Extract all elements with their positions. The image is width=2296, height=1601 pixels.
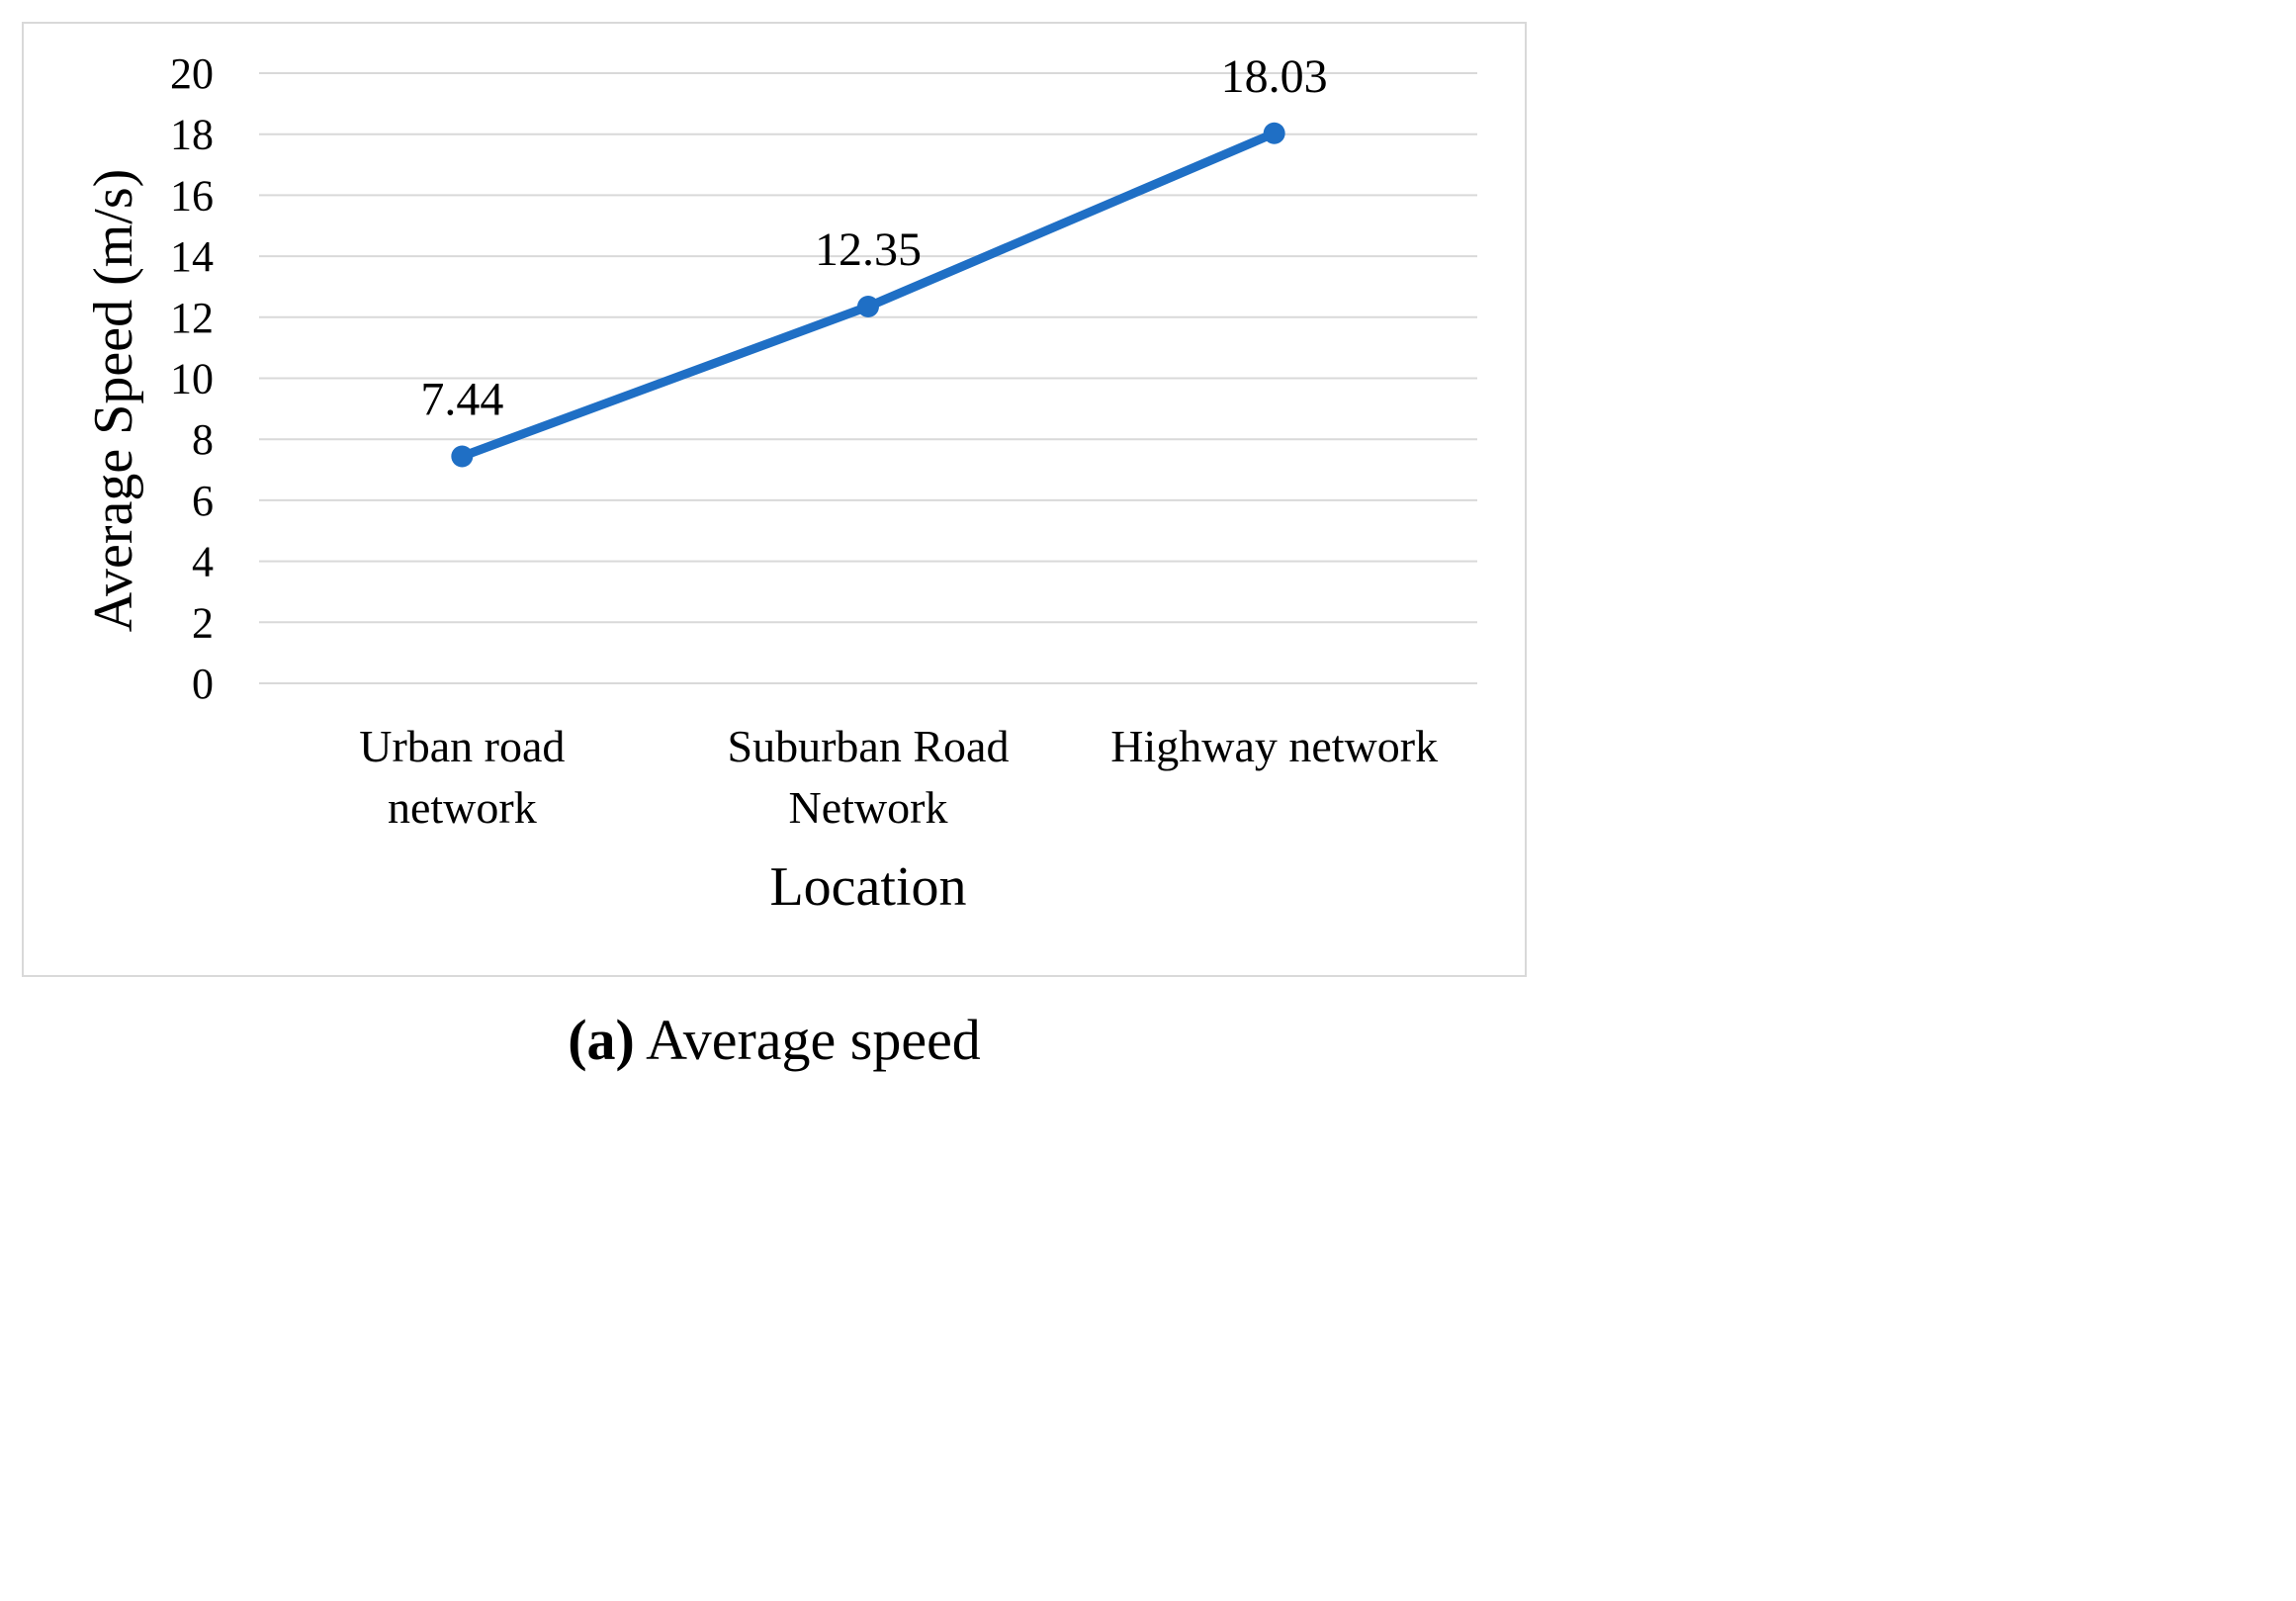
- y-tick-label: 20: [170, 49, 214, 98]
- data-label: 18.03: [1221, 50, 1328, 103]
- series-line: [457, 129, 1280, 461]
- y-tick-label: 12: [170, 294, 214, 342]
- gridlines: [259, 72, 1477, 684]
- x-category-label: Urban road network: [359, 721, 565, 833]
- y-axis-title: Average Speed (m/s): [83, 169, 144, 633]
- line-chart: 0 2 4 6 8 10 12 14 16 18 20 Urban road network Subur…: [83, 49, 1477, 918]
- x-category-line: Urban road: [359, 721, 565, 771]
- y-tick-label: 4: [192, 538, 214, 586]
- y-tick-label: 2: [192, 598, 214, 647]
- series: [451, 122, 1285, 468]
- x-axis-title: Location: [769, 856, 966, 918]
- caption-tag: (a): [568, 1008, 635, 1072]
- data-label: 12.35: [815, 223, 922, 276]
- y-tick-label: 8: [192, 415, 214, 464]
- x-axis-categories: Urban road network Suburban Road Network Hig…: [359, 721, 1438, 833]
- x-category-line: Network: [789, 782, 948, 833]
- data-point: [857, 296, 879, 318]
- y-axis-ticks: 0 2 4 6 8 10 12 14 16 18 20: [170, 49, 214, 708]
- data-labels: 7.44 12.35 18.03: [420, 50, 1327, 426]
- data-point: [1263, 122, 1285, 144]
- y-tick-label: 18: [170, 111, 214, 159]
- data-point: [451, 445, 474, 468]
- x-category-line: Suburban Road: [728, 721, 1010, 771]
- y-tick-label: 10: [170, 355, 214, 403]
- figure-caption: (a) Average speed: [0, 1007, 1548, 1073]
- y-tick-label: 14: [170, 232, 214, 281]
- x-category-label: Highway network: [1110, 721, 1438, 771]
- x-category-line: Highway network: [1110, 721, 1438, 771]
- y-tick-label: 16: [170, 171, 214, 220]
- y-tick-label: 6: [192, 477, 214, 525]
- x-category-line: network: [388, 782, 537, 833]
- caption-text: Average speed: [634, 1008, 981, 1072]
- y-tick-label: 0: [192, 660, 214, 708]
- x-category-label: Suburban Road Network: [728, 721, 1010, 833]
- data-label: 7.44: [420, 373, 503, 425]
